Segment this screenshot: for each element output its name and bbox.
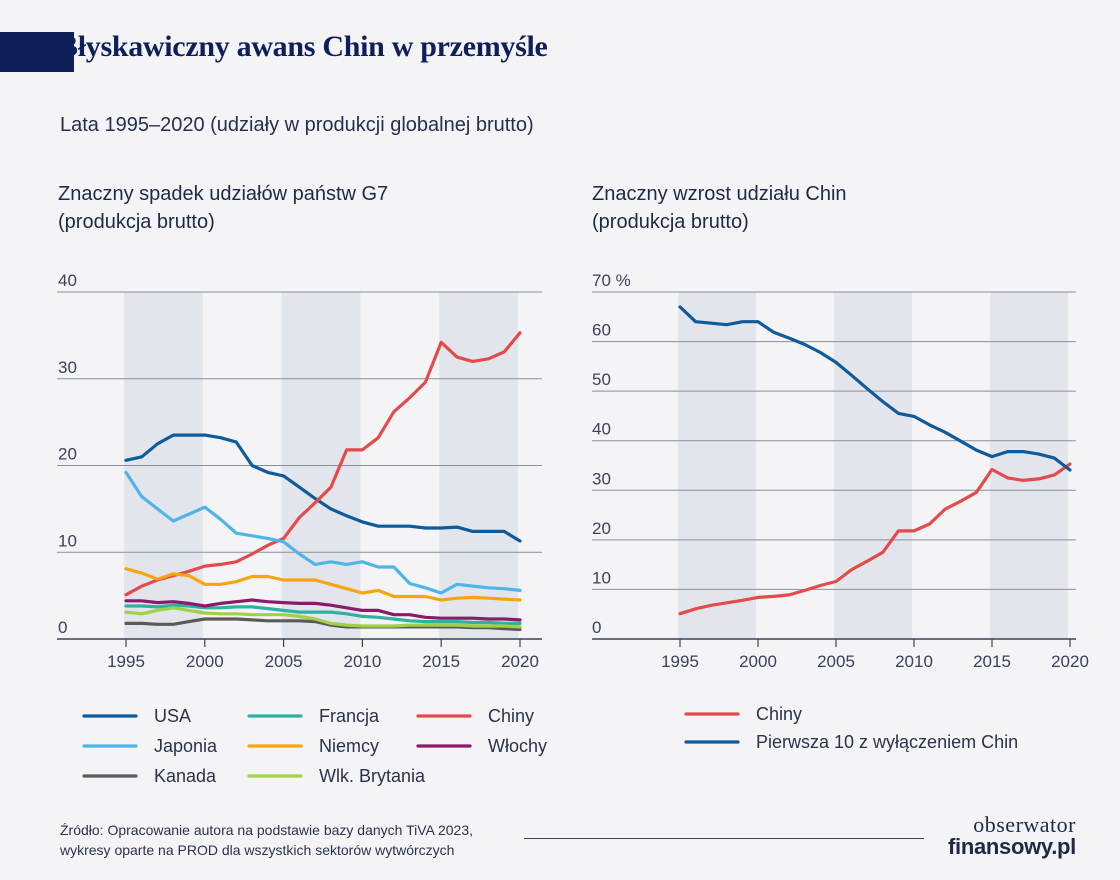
left-series-line-wlk-brytania	[124, 606, 522, 629]
left-series-line-japonia	[124, 470, 522, 595]
left-series-line-w-ochy	[124, 598, 522, 622]
left-series-line-niemcy	[124, 567, 522, 602]
left-x-tick-label: 2010	[343, 652, 381, 671]
left-y-tick-label: 20	[58, 445, 77, 464]
left-x-tick-label: 2000	[186, 652, 224, 671]
left-legend-label: Francja	[319, 706, 380, 726]
right-x-tick-label: 2015	[973, 652, 1011, 671]
left-chart-title: Znaczny spadek udziałów państw G7 (produ…	[58, 183, 389, 233]
right-y-tick-label: 10	[592, 568, 611, 587]
right-x-tick-label: 2005	[817, 652, 855, 671]
right-shaded-period-0	[678, 292, 756, 639]
logo-bottom-text: finansowy.pl	[947, 834, 1076, 859]
right-x-tick-label: 2020	[1051, 652, 1089, 671]
publisher-logo: obserwator finansowy.pl	[936, 812, 1076, 859]
left-x-tick-label: 1995	[107, 652, 145, 671]
right-shaded-period-1	[834, 292, 912, 639]
left-legend-label: Wlk. Brytania	[319, 766, 426, 786]
left-x-tick-label: 2005	[265, 652, 303, 671]
source-divider	[524, 838, 924, 839]
right-x-tick-label: 2010	[895, 652, 933, 671]
left-series-line-usa	[124, 433, 522, 543]
left-x-tick-label: 2015	[422, 652, 460, 671]
right-y-tick-label: 30	[592, 469, 611, 488]
page-subtitle: Lata 1995–2020 (udziały w produkcji glob…	[60, 114, 534, 136]
source-note: Źródło: Opracowanie autora na podstawie …	[60, 822, 473, 858]
right-legend-label: Pierwsza 10 z wyłączeniem Chin	[756, 732, 1018, 752]
left-y-tick-label: 30	[58, 358, 77, 377]
left-series-line-chiny	[124, 331, 522, 597]
right-series-line-chiny	[678, 462, 1072, 616]
left-legend-label: Niemcy	[319, 736, 379, 756]
title-accent-bar	[0, 32, 74, 72]
right-shaded-period-2	[990, 292, 1068, 639]
right-x-tick-label: 2000	[739, 652, 777, 671]
right-y-tick-label: 70 %	[592, 271, 631, 290]
logo-top-text: obserwator	[973, 812, 1076, 837]
right-series-line-pierwsza-10-z-wy-czeniem-chin	[678, 305, 1072, 472]
left-series-line-francja	[124, 603, 522, 626]
left-legend-label: Chiny	[488, 706, 534, 726]
right-legend-label: Chiny	[756, 704, 802, 724]
left-x-tick-label: 2020	[501, 652, 539, 671]
left-y-tick-label: 10	[58, 531, 77, 550]
left-legend-label: Kanada	[154, 766, 217, 786]
right-y-tick-label: 50	[592, 370, 611, 389]
right-y-tick-label: 60	[592, 321, 611, 340]
left-legend-label: Włochy	[488, 736, 547, 756]
left-y-tick-label: 40	[58, 271, 77, 290]
left-legend-label: Japonia	[154, 736, 218, 756]
right-y-tick-label: 40	[592, 420, 611, 439]
right-x-tick-label: 1995	[661, 652, 699, 671]
page-title: Błyskawiczny awans Chin w przemyśle	[58, 30, 548, 63]
left-y-tick-label: 0	[58, 618, 67, 637]
right-y-tick-label: 20	[592, 519, 611, 538]
left-legend-label: USA	[154, 706, 191, 726]
right-y-tick-label: 0	[592, 618, 601, 637]
right-chart-title: Znaczny wzrost udziału Chin (produkcja b…	[592, 183, 847, 233]
left-series-line-kanada	[124, 617, 522, 632]
